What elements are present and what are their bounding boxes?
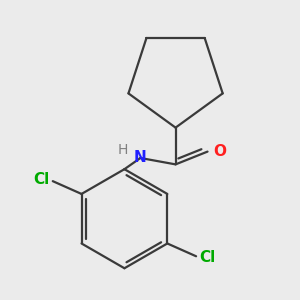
Text: Cl: Cl <box>199 250 215 266</box>
Text: O: O <box>213 144 226 159</box>
Text: H: H <box>117 143 128 157</box>
Text: Cl: Cl <box>33 172 50 187</box>
Text: N: N <box>134 151 147 166</box>
